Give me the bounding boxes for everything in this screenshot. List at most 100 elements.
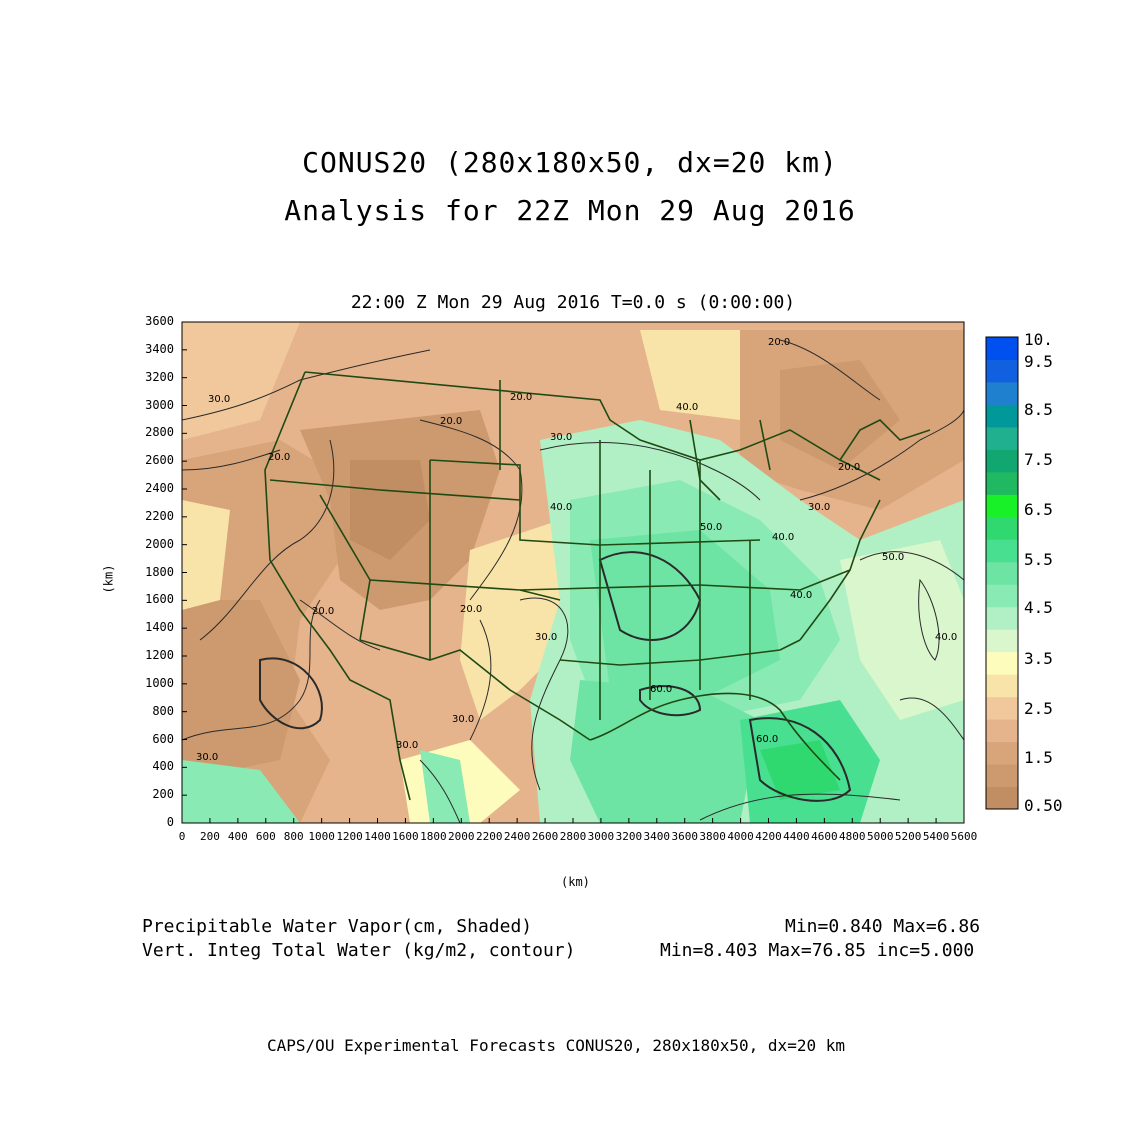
colorbar-swatch [986,584,1018,608]
contour-label: 40.0 [550,502,572,513]
y-tick-label: 0 [166,815,174,829]
colorbar [986,337,1018,810]
y-tick-label: 3000 [145,397,174,412]
shaded-field-name: Precipitable Water Vapor(cm, Shaded) [142,916,533,937]
colorbar-label: 8.5 [1024,400,1053,419]
colorbar-swatch [986,561,1018,585]
x-tick-label: 4400 [783,830,810,843]
y-tick-label: 1000 [145,675,174,690]
x-tick-label: 1600 [392,830,419,843]
x-tick-label: 2800 [559,830,587,843]
contour-label: 60.0 [756,734,778,745]
contour-label: 20.0 [440,416,462,427]
y-tick-label: 800 [152,703,174,718]
main-title-line2: Analysis for 22Z Mon 29 Aug 2016 [284,194,856,227]
colorbar-swatch [986,539,1018,563]
x-tick-label: 3600 [671,830,698,843]
x-tick-label: 3200 [615,830,643,843]
colorbar-swatch [986,471,1018,495]
colorbar-label: 5.5 [1024,550,1053,569]
contour-label: 40.0 [676,402,698,413]
colorbar-swatch [986,741,1018,765]
contour-label: 50.0 [700,522,722,533]
footer-credit: CAPS/OU Experimental Forecasts CONUS20, … [267,1036,845,1055]
contour-label: 40.0 [935,632,957,643]
x-axis-label: (km) [561,875,590,889]
x-tick-label: 2200 [475,830,503,843]
colorbar-label: 3.5 [1024,649,1053,668]
colorbar-swatch [986,764,1018,788]
colorbar-swatch [986,651,1018,675]
y-tick-label: 3600 [145,314,174,328]
x-tick-label: 1400 [364,830,391,843]
contour-label: 30.0 [452,714,474,725]
x-tick-label: 5000 [866,830,894,843]
x-tick-label: 4000 [727,830,754,843]
colorbar-swatch [986,696,1018,720]
map-shading [182,322,964,823]
x-tick-label: 600 [255,830,276,843]
plot-subtitle: 22:00 Z Mon 29 Aug 2016 T=0.0 s (0:00:00… [350,292,796,313]
colorbar-swatch [986,719,1018,743]
colorbar-label: 0.50 [1024,796,1063,815]
contour-label: 20.0 [268,452,290,463]
y-tick-label: 2200 [145,508,174,523]
y-tick-label: 1400 [145,620,174,635]
contour-label: 20.0 [460,604,482,615]
contour-label: 30.0 [208,394,230,405]
colorbar-label: 10. [1024,330,1053,349]
x-tick-label: 800 [283,830,304,843]
colorbar-swatch [986,674,1018,698]
contour-label: 30.0 [535,632,557,643]
x-tick-label: 3000 [587,830,615,843]
y-tick-label: 2400 [145,481,174,495]
contour-label: 40.0 [790,590,812,601]
contour-label: 30.0 [808,502,830,513]
state-boundaries [264,371,931,801]
colorbar-label: 2.5 [1024,699,1053,718]
contour-label-group: 30.0 20.0 20.0 20.0 20.0 40.0 40.0 40.0 … [196,337,957,763]
colorbar-label: 7.5 [1024,450,1053,469]
x-tick-label: 400 [227,830,248,843]
x-tick-label: 1000 [308,830,335,843]
contour-label: 20.0 [312,606,334,617]
contour-label: 30.0 [396,740,418,751]
contour-label: 60.0 [650,684,672,695]
y-tick-label: 3400 [145,341,174,356]
x-tick-label: 2000 [448,830,475,843]
colorbar-swatch [986,381,1018,405]
colorbar-swatch [986,786,1018,810]
x-tick-label: 3800 [699,830,726,843]
shaded-field-stats: Min=0.840 Max=6.86 [785,916,981,937]
y-tick-label: 400 [152,759,174,774]
colorbar-label: 6.5 [1024,500,1053,519]
y-tick-label: 1200 [145,648,174,662]
x-tick-label: 2400 [503,830,531,843]
x-tick-label: 1800 [420,830,447,843]
x-tick-label: 5200 [894,830,922,843]
colorbar-swatch [986,606,1018,630]
colorbar-label: 1.5 [1024,748,1053,767]
x-tick-label: 4800 [839,830,866,843]
x-tick-label: 5600 [950,830,978,843]
contour-label: 30.0 [196,752,218,763]
contour-label: 20.0 [768,337,790,348]
x-tick-label: 4200 [755,830,782,843]
y-tick-label: 2000 [145,536,174,551]
x-tick-label: 0 [178,830,186,843]
colorbar-swatch [986,494,1018,518]
x-tick-label: 1200 [336,830,363,843]
colorbar-swatch [986,516,1018,540]
contour-field-stats: Min=8.403 Max=76.85 inc=5.000 [660,940,975,961]
contour-label: 40.0 [772,532,794,543]
x-tick-label: 2600 [531,830,559,843]
colorbar-swatch [986,426,1018,450]
contour-label: 30.0 [550,432,572,443]
y-tick-label: 200 [152,787,174,802]
colorbar-swatch [986,404,1018,428]
y-tick-label: 600 [152,731,174,746]
x-tick-label: 5400 [922,830,950,843]
y-tick-label: 2800 [145,425,174,440]
colorbar-swatch [986,337,1018,360]
contour-label: 20.0 [838,462,860,473]
